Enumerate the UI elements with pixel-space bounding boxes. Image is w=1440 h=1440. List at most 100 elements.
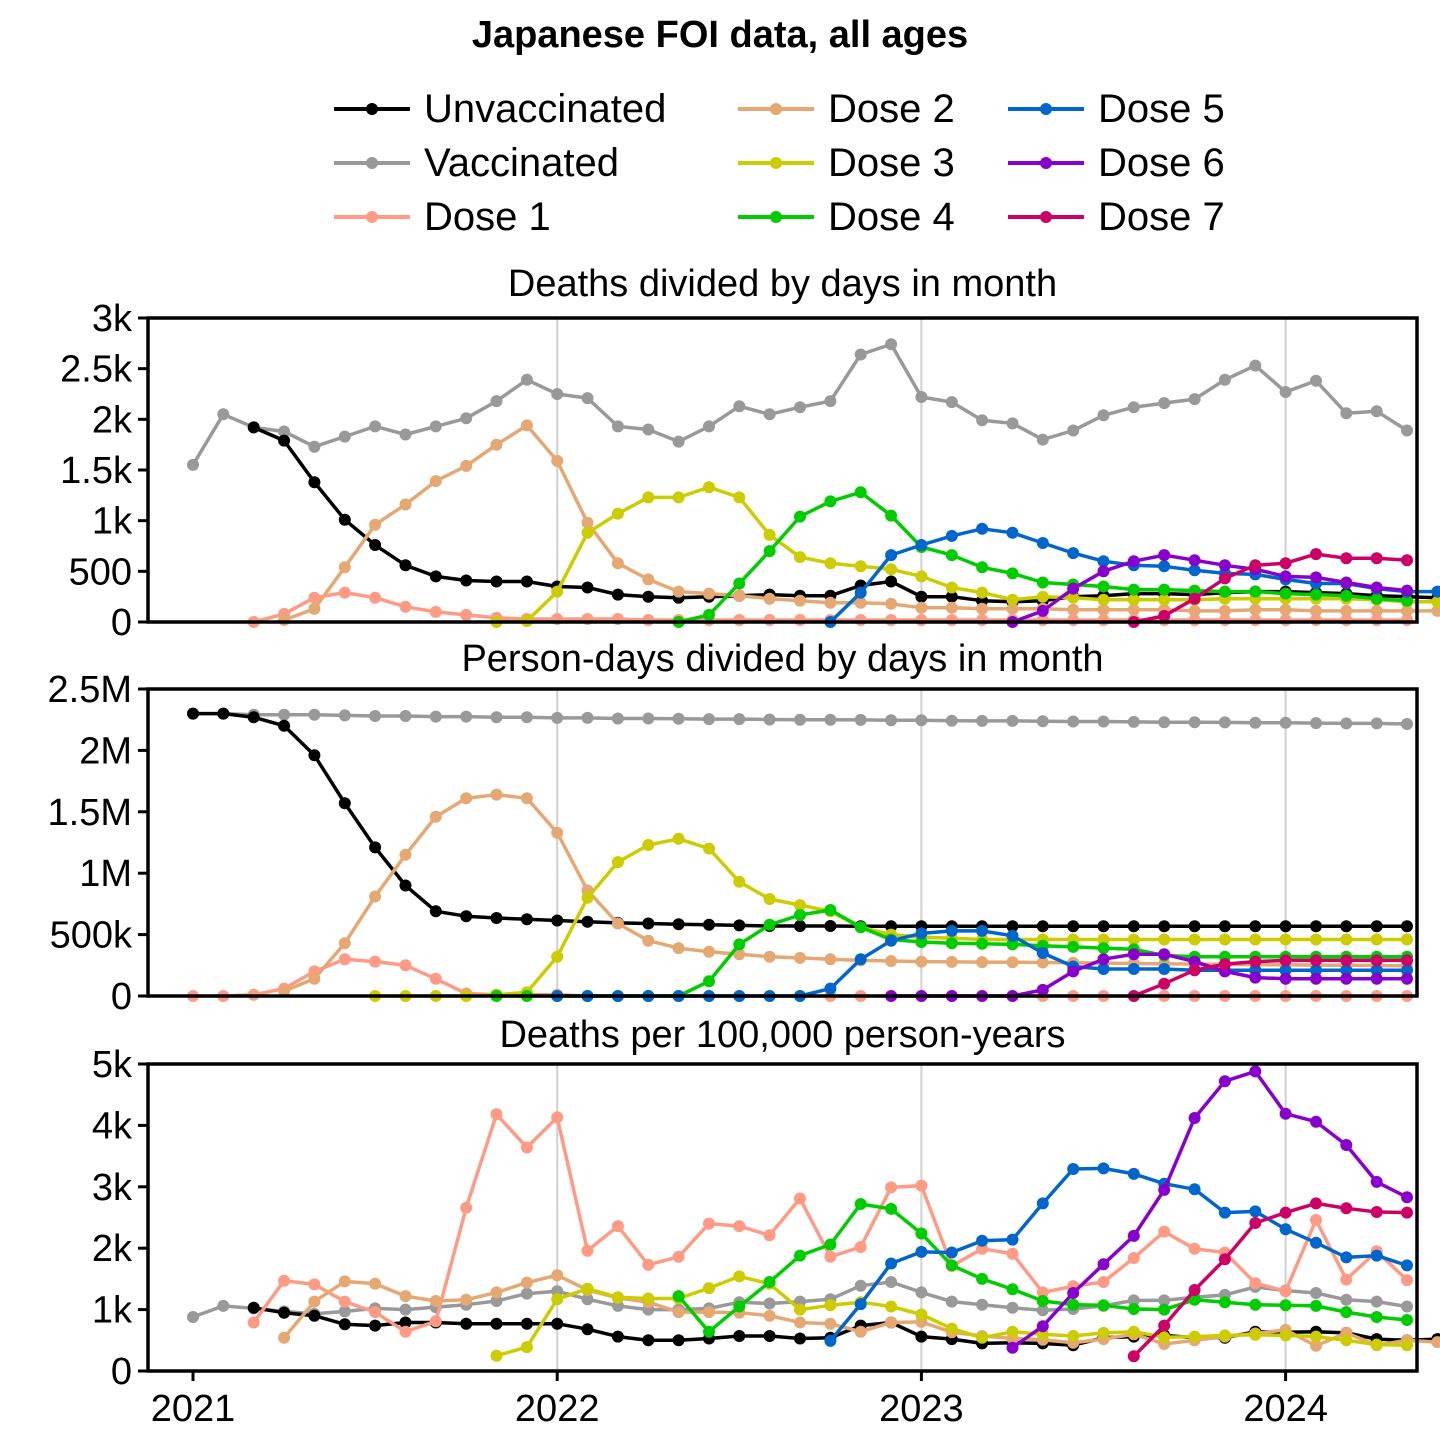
data-point [672,1250,685,1263]
data-point [460,459,473,472]
data-point [490,575,503,588]
data-point [824,1299,837,1312]
data-point [1188,1183,1201,1196]
data-point [369,1319,382,1332]
data-point [1249,955,1262,968]
data-point [338,709,351,722]
data-point [1127,715,1140,728]
y-tick-label: 1.5k [60,450,133,492]
data-point [915,539,928,551]
data-point [399,710,412,722]
y-tick-label: 2.5M [48,669,132,711]
panel-title: Person-days divided by days in month [461,638,1103,680]
data-point [824,1250,837,1263]
data-point [1127,583,1140,596]
data-point [733,948,746,961]
data-point [1310,548,1322,561]
data-point [885,920,898,933]
data-point [824,495,837,508]
data-point [551,711,564,724]
data-point [399,498,412,511]
data-point [187,1311,199,1323]
data-point [1401,920,1413,933]
data-point [369,1277,382,1290]
data-point [1036,1320,1049,1333]
data-point [794,951,806,964]
data-point [976,614,989,626]
data-point [278,708,291,721]
data-point [490,1349,503,1362]
data-point [1279,954,1292,967]
legend-swatch-dose-6 [1008,157,1084,169]
data-point [885,614,898,626]
data-point [1340,1251,1353,1264]
data-point [1188,920,1201,933]
data-point [642,614,655,626]
data-point [794,510,806,523]
data-point [703,420,715,433]
data-point [520,373,533,386]
data-point [1279,1107,1292,1120]
data-point [763,1330,776,1342]
data-point [581,1293,594,1306]
data-point [642,1334,655,1347]
data-point [733,614,746,626]
data-point [1249,1217,1262,1229]
data-point [1370,1295,1383,1308]
data-point [1158,716,1171,729]
series-unvaccinated [247,421,1440,608]
data-point [1067,940,1080,953]
y-tick-label: 2.5k [60,349,133,391]
plot-frame [146,1062,1419,1373]
data-point [763,528,776,541]
data-point [1279,964,1292,977]
data-point [1188,933,1201,946]
data-point [490,912,503,924]
data-point [1310,1287,1322,1299]
data-point [1188,604,1201,617]
data-point [1067,591,1080,604]
data-point [369,710,382,722]
data-point [1158,933,1171,946]
data-point [733,1220,746,1233]
data-point [1310,604,1322,617]
data-point [1401,1206,1413,1219]
data-point [915,1245,928,1258]
data-point [733,713,746,726]
legend-label-dose-1: Dose 1 [424,194,551,239]
data-point [642,1258,655,1271]
legend-label-dose-6: Dose 6 [1098,140,1225,185]
data-point [1158,920,1171,933]
data-point [611,1220,624,1233]
y-tick-label: 2M [79,730,132,772]
data-point [399,959,412,972]
data-point [338,1295,351,1308]
data-point [1067,547,1080,560]
data-point [1401,933,1413,946]
data-point [976,937,989,950]
data-point [703,842,715,855]
data-point [1188,1242,1201,1255]
data-point [794,551,806,564]
data-point [976,602,989,615]
data-point [1310,972,1322,985]
data-point [1158,593,1171,606]
data-point [338,797,351,810]
y-tick-label: 2k [92,399,133,441]
data-point [885,1316,898,1329]
data-point [1431,595,1440,608]
data-point [1401,972,1413,985]
legend-swatch-dose-5 [1008,103,1084,115]
data-point [1158,948,1171,961]
data-point [1006,1233,1019,1246]
data-point [338,430,351,443]
data-point [611,1291,624,1304]
data-point [824,395,837,408]
data-point [1218,1296,1231,1309]
data-point [733,589,746,602]
data-point [642,423,655,436]
data-point [672,942,685,955]
series-line [1133,552,1408,624]
data-point [915,391,928,403]
data-point [1158,397,1171,410]
